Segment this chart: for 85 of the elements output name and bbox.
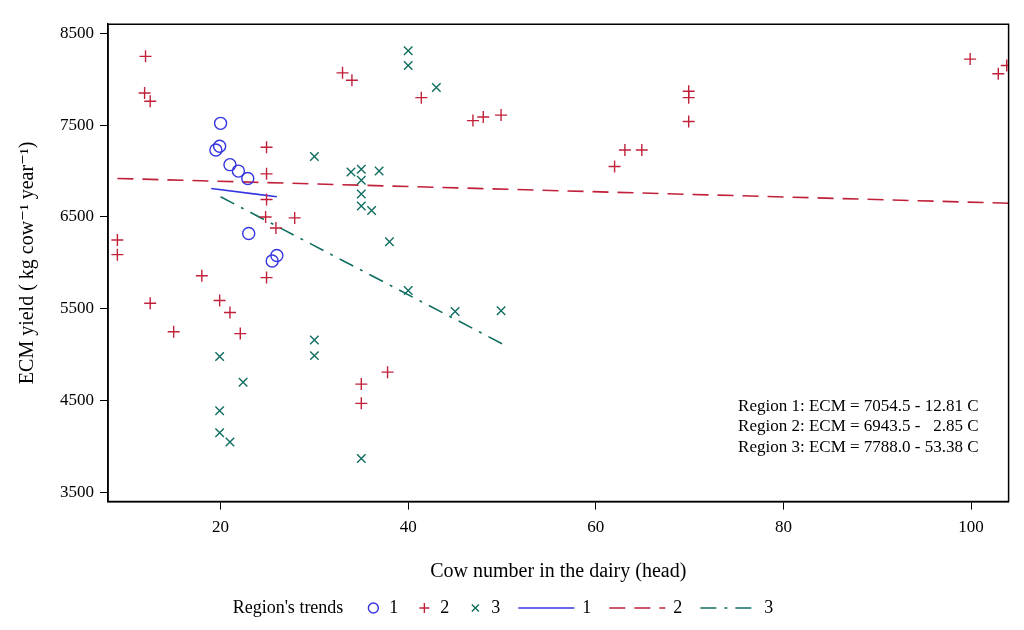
point [238, 377, 249, 388]
x-tick-label: 100 [958, 517, 984, 537]
point [223, 157, 237, 172]
point [346, 167, 356, 177]
point [403, 45, 414, 56]
point [682, 90, 696, 105]
y-tick-label: 5500 [60, 298, 94, 318]
point [143, 296, 157, 310]
point [233, 326, 247, 341]
point [366, 205, 377, 216]
point [258, 210, 273, 224]
point [269, 221, 283, 235]
y-tick-label: 8500 [60, 22, 94, 42]
point [259, 167, 274, 181]
point [138, 49, 153, 64]
point [682, 114, 696, 129]
point [496, 305, 507, 316]
x-axis-title: Cow number in the dairy (head) [430, 559, 687, 583]
point [110, 233, 125, 247]
point [110, 247, 125, 262]
point [354, 396, 368, 411]
legend-label: 1 [582, 596, 592, 617]
point [225, 436, 235, 447]
point [403, 285, 414, 296]
point [991, 67, 1005, 81]
point [287, 211, 302, 225]
point [356, 201, 367, 211]
point [374, 166, 385, 177]
annotation: Region 1: ECM = 7054.5 - 12.81 C [738, 395, 979, 415]
point [384, 236, 395, 247]
point [223, 305, 237, 320]
point [356, 189, 367, 199]
point [476, 110, 490, 124]
point [166, 325, 181, 339]
point [242, 226, 256, 241]
point [309, 151, 320, 162]
point [259, 140, 274, 154]
point [213, 116, 228, 131]
x-tick-label: 20 [212, 517, 230, 537]
point [270, 248, 284, 263]
y-tick-label: 7500 [60, 114, 94, 134]
point [309, 350, 320, 361]
point [231, 164, 246, 178]
legend-label: 3 [764, 596, 774, 617]
point [209, 143, 223, 157]
point [265, 254, 279, 268]
y-axis-title: ECM yield ( kg cow⁻¹ year⁻¹) [15, 141, 39, 385]
point [335, 66, 350, 80]
x-tick-label: 60 [587, 517, 605, 537]
point [466, 113, 480, 128]
point [431, 82, 442, 93]
point [345, 73, 359, 87]
annotation: Region 2: ECM = 6943.5 - 2.85 C [738, 416, 979, 436]
point [214, 405, 225, 416]
point [241, 171, 255, 186]
legend-label: 2 [673, 596, 683, 617]
point [259, 270, 274, 285]
point [618, 143, 632, 157]
point [212, 293, 227, 308]
point [414, 90, 429, 105]
legend-label: 2 [440, 596, 450, 617]
point [212, 139, 227, 153]
x-tick-label: 40 [399, 517, 417, 537]
y-tick-label: 3500 [60, 481, 94, 501]
point [403, 60, 414, 71]
point [963, 52, 977, 66]
y-tick-label: 4500 [60, 390, 94, 410]
point [635, 143, 649, 157]
legend-label: 3 [491, 596, 501, 617]
point [354, 377, 368, 391]
point [450, 306, 461, 317]
point [607, 159, 622, 174]
point [356, 453, 367, 464]
point [259, 192, 274, 207]
y-tick-label: 6500 [60, 206, 94, 226]
point [214, 427, 225, 438]
x-tick-label: 80 [774, 517, 792, 537]
legend-label: 1 [389, 596, 399, 617]
point [195, 269, 209, 283]
legend-title: Region's trends [232, 596, 344, 617]
annotation: Region 3: ECM = 7788.0 - 53.38 C [738, 436, 979, 456]
point [214, 351, 225, 362]
point [380, 365, 395, 379]
point [494, 108, 508, 122]
point [309, 335, 320, 345]
